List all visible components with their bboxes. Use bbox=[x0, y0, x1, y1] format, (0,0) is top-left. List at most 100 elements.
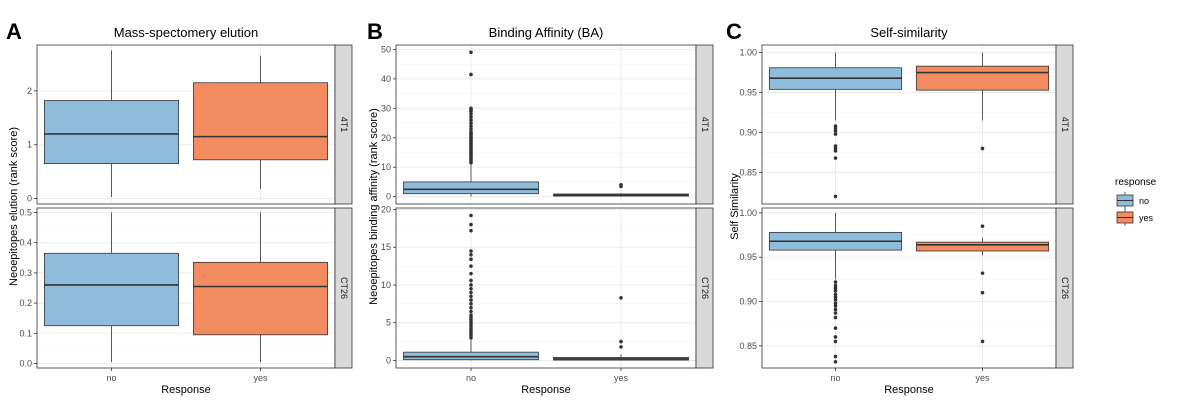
y-tick-label: 0 bbox=[386, 192, 391, 202]
panel-letter: B bbox=[367, 19, 383, 44]
outlier-point bbox=[833, 280, 838, 284]
x-tick-label: yes bbox=[975, 373, 990, 383]
outlier-point bbox=[619, 339, 623, 344]
box-iqr bbox=[44, 252, 179, 327]
box-no bbox=[768, 212, 903, 364]
y-tick-label: 20 bbox=[381, 205, 391, 215]
outlier-point bbox=[619, 183, 623, 187]
outlier-point bbox=[469, 309, 473, 314]
facet-strip-label: 4T1 bbox=[1060, 117, 1070, 133]
box-iqr bbox=[193, 82, 328, 161]
outlier-point bbox=[833, 286, 838, 291]
y-tick-label: 0 bbox=[386, 355, 391, 365]
plot-background bbox=[396, 45, 696, 204]
y-tick-label: 0.5 bbox=[19, 208, 32, 218]
legend-title: response bbox=[1115, 177, 1157, 188]
facet-strip-label: 4T1 bbox=[339, 117, 349, 133]
x-tick-label: yes bbox=[253, 373, 268, 383]
y-tick-label: 0.85 bbox=[739, 167, 757, 177]
facet-strip bbox=[695, 207, 714, 369]
legend-entry-no: no bbox=[1116, 192, 1149, 209]
y-tick-label: 1.00 bbox=[739, 48, 757, 58]
outlier-point bbox=[833, 359, 838, 364]
outlier-point bbox=[980, 146, 985, 151]
box-iqr bbox=[915, 241, 1050, 252]
outlier-point bbox=[833, 297, 838, 302]
x-axis-title: Response bbox=[521, 384, 571, 396]
y-tick-label: 10 bbox=[381, 162, 391, 172]
y-tick-label: 0.1 bbox=[19, 328, 32, 338]
outlier-point bbox=[833, 289, 838, 293]
x-axis-title: Response bbox=[161, 384, 211, 396]
box-iqr bbox=[403, 181, 539, 195]
outlier-point bbox=[469, 50, 473, 55]
outlier-point bbox=[469, 264, 473, 268]
outlier-point bbox=[833, 307, 838, 312]
y-tick-label: 0.85 bbox=[739, 341, 757, 351]
outlier-point bbox=[833, 304, 838, 308]
outlier-point bbox=[833, 283, 838, 288]
outlier-point bbox=[833, 339, 838, 344]
outlier-point bbox=[469, 252, 473, 257]
panel-title: Mass-spectomery elution bbox=[114, 25, 259, 40]
outlier-point bbox=[469, 112, 473, 116]
facet-strip-label: CT26 bbox=[339, 277, 349, 299]
facet-strip bbox=[1055, 207, 1074, 369]
legend-entry-yes: yes bbox=[1116, 209, 1154, 226]
facet-strip-label: 4T1 bbox=[700, 117, 710, 133]
x-axis-title: Response bbox=[884, 384, 934, 396]
outlier-point bbox=[469, 115, 473, 119]
outlier-point bbox=[469, 302, 473, 306]
outlier-point bbox=[469, 118, 473, 122]
y-axis-title: Neoepitopes binding affinity (rank score… bbox=[368, 108, 380, 305]
outlier-point bbox=[833, 315, 838, 320]
y-tick-label: 2 bbox=[27, 86, 32, 96]
outlier-point bbox=[469, 127, 473, 131]
box-yes bbox=[915, 52, 1050, 151]
facet-strip bbox=[334, 207, 353, 369]
chart-panel-a: A Mass-spectomery elution0124T10.00.10.20… bbox=[6, 19, 353, 396]
y-tick-label: 40 bbox=[381, 74, 391, 84]
facet-strip bbox=[695, 44, 714, 205]
outlier-point bbox=[619, 296, 623, 300]
outlier-point bbox=[469, 106, 473, 111]
facet-strip bbox=[1055, 44, 1074, 205]
facet-ct26: 0.85 0.90 0.95 1.00 CT26 no yes bbox=[739, 207, 1074, 383]
y-tick-label: 30 bbox=[381, 103, 391, 113]
y-axis-title: Neoepitopes elution (rank score) bbox=[8, 127, 20, 286]
outlier-point bbox=[469, 249, 473, 253]
outlier-point bbox=[469, 278, 473, 283]
y-tick-label: 20 bbox=[381, 133, 391, 143]
outlier-point bbox=[833, 354, 838, 359]
facet-ct26: 0.0 0.1 0.2 0.3 0.4 0.5 CT26 no yes bbox=[19, 207, 353, 383]
outlier-point bbox=[833, 335, 838, 339]
outlier-point bbox=[469, 124, 473, 128]
facet-strip bbox=[334, 44, 353, 205]
panel-letter: C bbox=[726, 19, 742, 44]
y-tick-label: 0.3 bbox=[19, 268, 32, 278]
y-tick-label: 10 bbox=[381, 280, 391, 290]
outlier-point bbox=[833, 156, 838, 160]
outlier-point bbox=[619, 345, 623, 349]
outlier-point bbox=[980, 339, 985, 344]
box-no bbox=[44, 212, 179, 362]
facet-strip-label: CT26 bbox=[700, 277, 710, 299]
x-tick-label: no bbox=[466, 373, 476, 383]
box-yes bbox=[553, 296, 689, 361]
outlier-point bbox=[469, 305, 473, 310]
y-tick-label: 15 bbox=[381, 242, 391, 252]
panel-title: Binding Affinity (BA) bbox=[489, 25, 604, 40]
outlier-point bbox=[833, 194, 838, 199]
facet-ct26: 0 5 10 15 20 CT26 no yes bbox=[381, 205, 714, 383]
y-axis-title: Self Similarity bbox=[729, 173, 741, 240]
box-no bbox=[403, 50, 539, 197]
outlier-point bbox=[469, 222, 473, 227]
legend: response no yes bbox=[1115, 177, 1157, 226]
outlier-point bbox=[833, 295, 838, 299]
outlier-point bbox=[980, 271, 985, 275]
outlier-point bbox=[469, 294, 473, 299]
y-tick-label: 1 bbox=[27, 140, 32, 150]
plot-background bbox=[396, 208, 696, 368]
outlier-point bbox=[833, 132, 838, 136]
